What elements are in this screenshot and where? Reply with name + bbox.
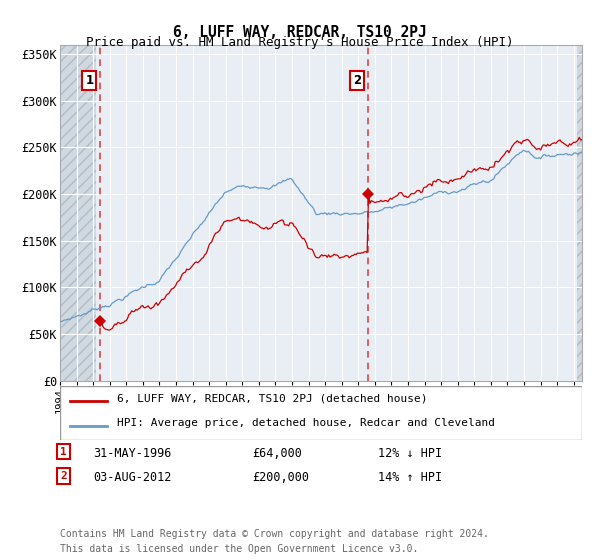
Text: 2: 2 — [60, 471, 67, 481]
Text: 2: 2 — [353, 74, 361, 87]
Text: 14% ↑ HPI: 14% ↑ HPI — [378, 471, 442, 484]
Text: 6, LUFF WAY, REDCAR, TS10 2PJ: 6, LUFF WAY, REDCAR, TS10 2PJ — [173, 25, 427, 40]
Text: 31-MAY-1996: 31-MAY-1996 — [93, 447, 172, 460]
Text: 12% ↓ HPI: 12% ↓ HPI — [378, 447, 442, 460]
Text: Contains HM Land Registry data © Crown copyright and database right 2024.
This d: Contains HM Land Registry data © Crown c… — [60, 529, 489, 554]
Text: 1: 1 — [85, 74, 94, 87]
Bar — [60, 45, 97, 381]
Text: £64,000: £64,000 — [252, 447, 302, 460]
Text: 6, LUFF WAY, REDCAR, TS10 2PJ (detached house): 6, LUFF WAY, REDCAR, TS10 2PJ (detached … — [118, 394, 428, 403]
Text: 1: 1 — [60, 447, 67, 457]
Text: Price paid vs. HM Land Registry's House Price Index (HPI): Price paid vs. HM Land Registry's House … — [86, 36, 514, 49]
Bar — [577, 45, 582, 381]
Text: £200,000: £200,000 — [252, 471, 309, 484]
FancyBboxPatch shape — [60, 386, 582, 440]
Text: HPI: Average price, detached house, Redcar and Cleveland: HPI: Average price, detached house, Redc… — [118, 418, 496, 428]
Text: 03-AUG-2012: 03-AUG-2012 — [93, 471, 172, 484]
